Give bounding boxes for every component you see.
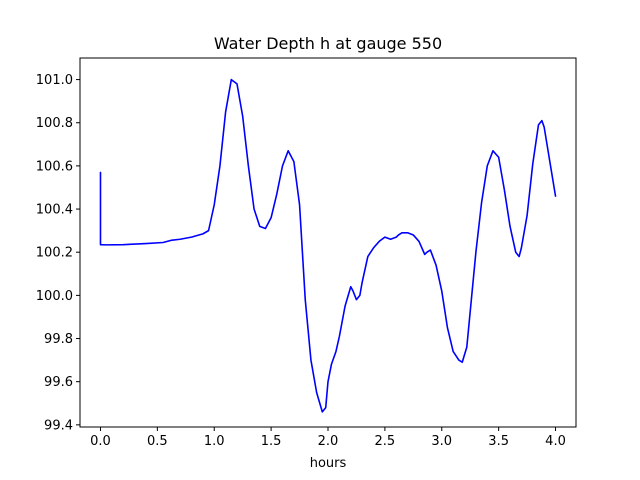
x-tick-label: 2.0: [318, 434, 339, 449]
y-tick-label: 100.0: [36, 289, 73, 304]
series-line-0: [99, 78, 557, 413]
x-tick-label: 1.0: [204, 434, 225, 449]
x-tick-label: 0.0: [90, 434, 111, 449]
y-tick-label: 99.6: [44, 375, 73, 390]
axes-frame: [79, 57, 577, 428]
x-tick-label: 3.0: [431, 434, 452, 449]
y-tick-label: 100.2: [36, 246, 73, 261]
plot-area: [99, 78, 557, 413]
y-tick-label: 100.4: [36, 203, 73, 218]
y-tick-label: 100.8: [36, 116, 73, 131]
y-tick-label: 99.4: [44, 418, 73, 433]
x-tick-label: 0.5: [147, 434, 168, 449]
y-axis-ticks: 99.4 99.6 99.8 100.0 100.2 100.4 100.6 100.8 101…: [36, 73, 80, 433]
chart-title: Water Depth h at gauge 550: [214, 34, 442, 53]
y-tick-label: 101.0: [36, 73, 73, 88]
x-tick-label: 4.0: [545, 434, 566, 449]
y-tick-label: 99.8: [44, 332, 73, 347]
y-tick-label: 100.6: [36, 159, 73, 174]
x-axis-label: hours: [310, 456, 347, 471]
x-tick-label: 3.5: [488, 434, 509, 449]
x-tick-label: 2.5: [375, 434, 396, 449]
x-axis-ticks: 0.0 0.5 1.0 1.5 2.0 2.5 3.0 3.5 4.0: [90, 427, 566, 449]
x-tick-label: 1.5: [261, 434, 282, 449]
